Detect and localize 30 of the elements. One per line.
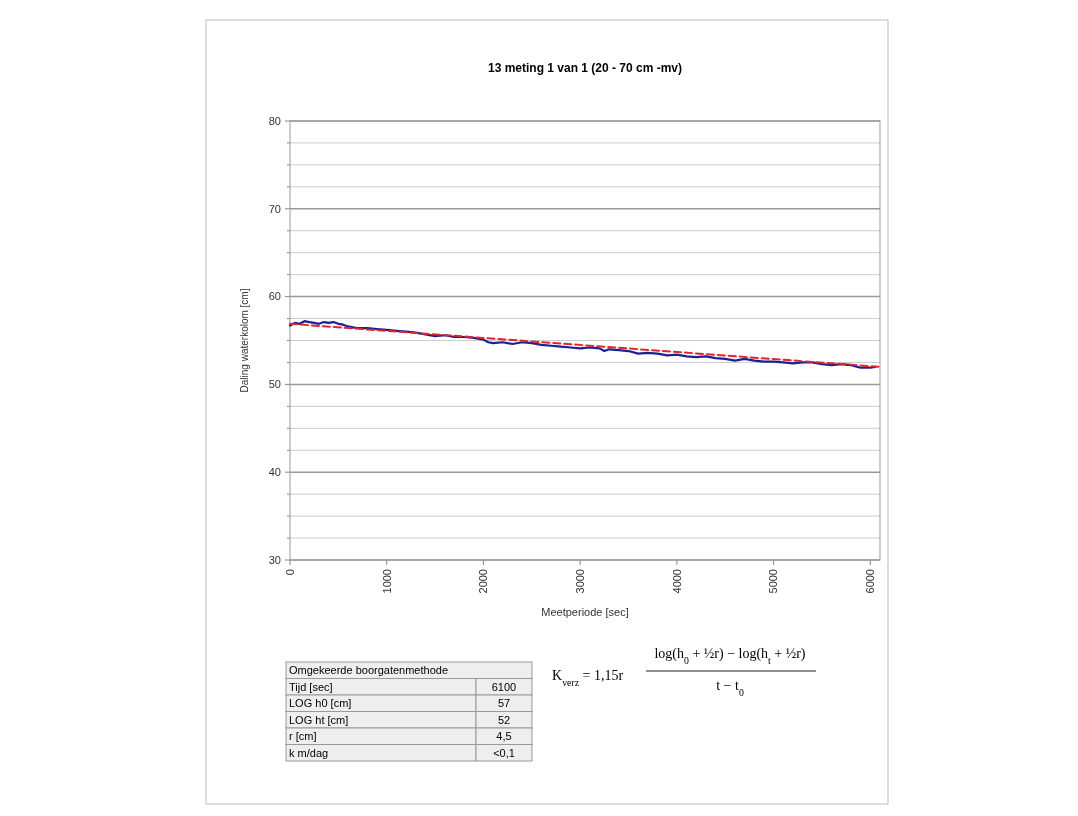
text: K$_{verz}$ = 1,15r [552, 667, 624, 688]
y-tick-label: 40 [268, 466, 281, 479]
text: 6100 [491, 680, 517, 693]
x-tick-label: 4000 [670, 569, 683, 594]
chart-title: 13 meting 1 van 1 (20 - 70 cm -mv) [487, 61, 683, 75]
y-tick-label: 30 [268, 553, 281, 566]
text: k m/dag [289, 746, 329, 759]
text: 52 [497, 713, 511, 726]
y-axis-title: Daling waterkolom [cm] [239, 288, 250, 393]
x-tick-label: 3000 [574, 569, 587, 594]
x-tick-label: 6000 [864, 569, 877, 594]
x-axis-title: Meetperiode [sec] [541, 606, 629, 618]
text: 4,5 [496, 730, 512, 743]
y-tick-label: 60 [268, 290, 281, 303]
x-tick-label: 5000 [767, 569, 780, 594]
text: Omgekeerde boorgatenmethode [289, 664, 448, 677]
text: LOG h0 [cm] [289, 697, 352, 710]
text: <0,1 [493, 746, 515, 759]
y-tick-label: 80 [268, 114, 281, 127]
text: r [cm] [289, 730, 317, 743]
text: log(h$_{0}$ + ½r) − log(h$_{t}$ + ½r) [654, 646, 806, 666]
text: t − t$_{0}$ [716, 678, 744, 698]
y-tick-label: 50 [268, 378, 281, 391]
y-tick-label: 70 [268, 202, 281, 215]
text: 57 [497, 697, 511, 710]
x-tick-label: 0 [283, 569, 296, 576]
x-tick-label: 2000 [477, 569, 490, 594]
text: LOG ht [cm] [289, 713, 349, 726]
text: Tijd [sec] [289, 680, 333, 693]
x-tick-label: 1000 [380, 569, 393, 594]
